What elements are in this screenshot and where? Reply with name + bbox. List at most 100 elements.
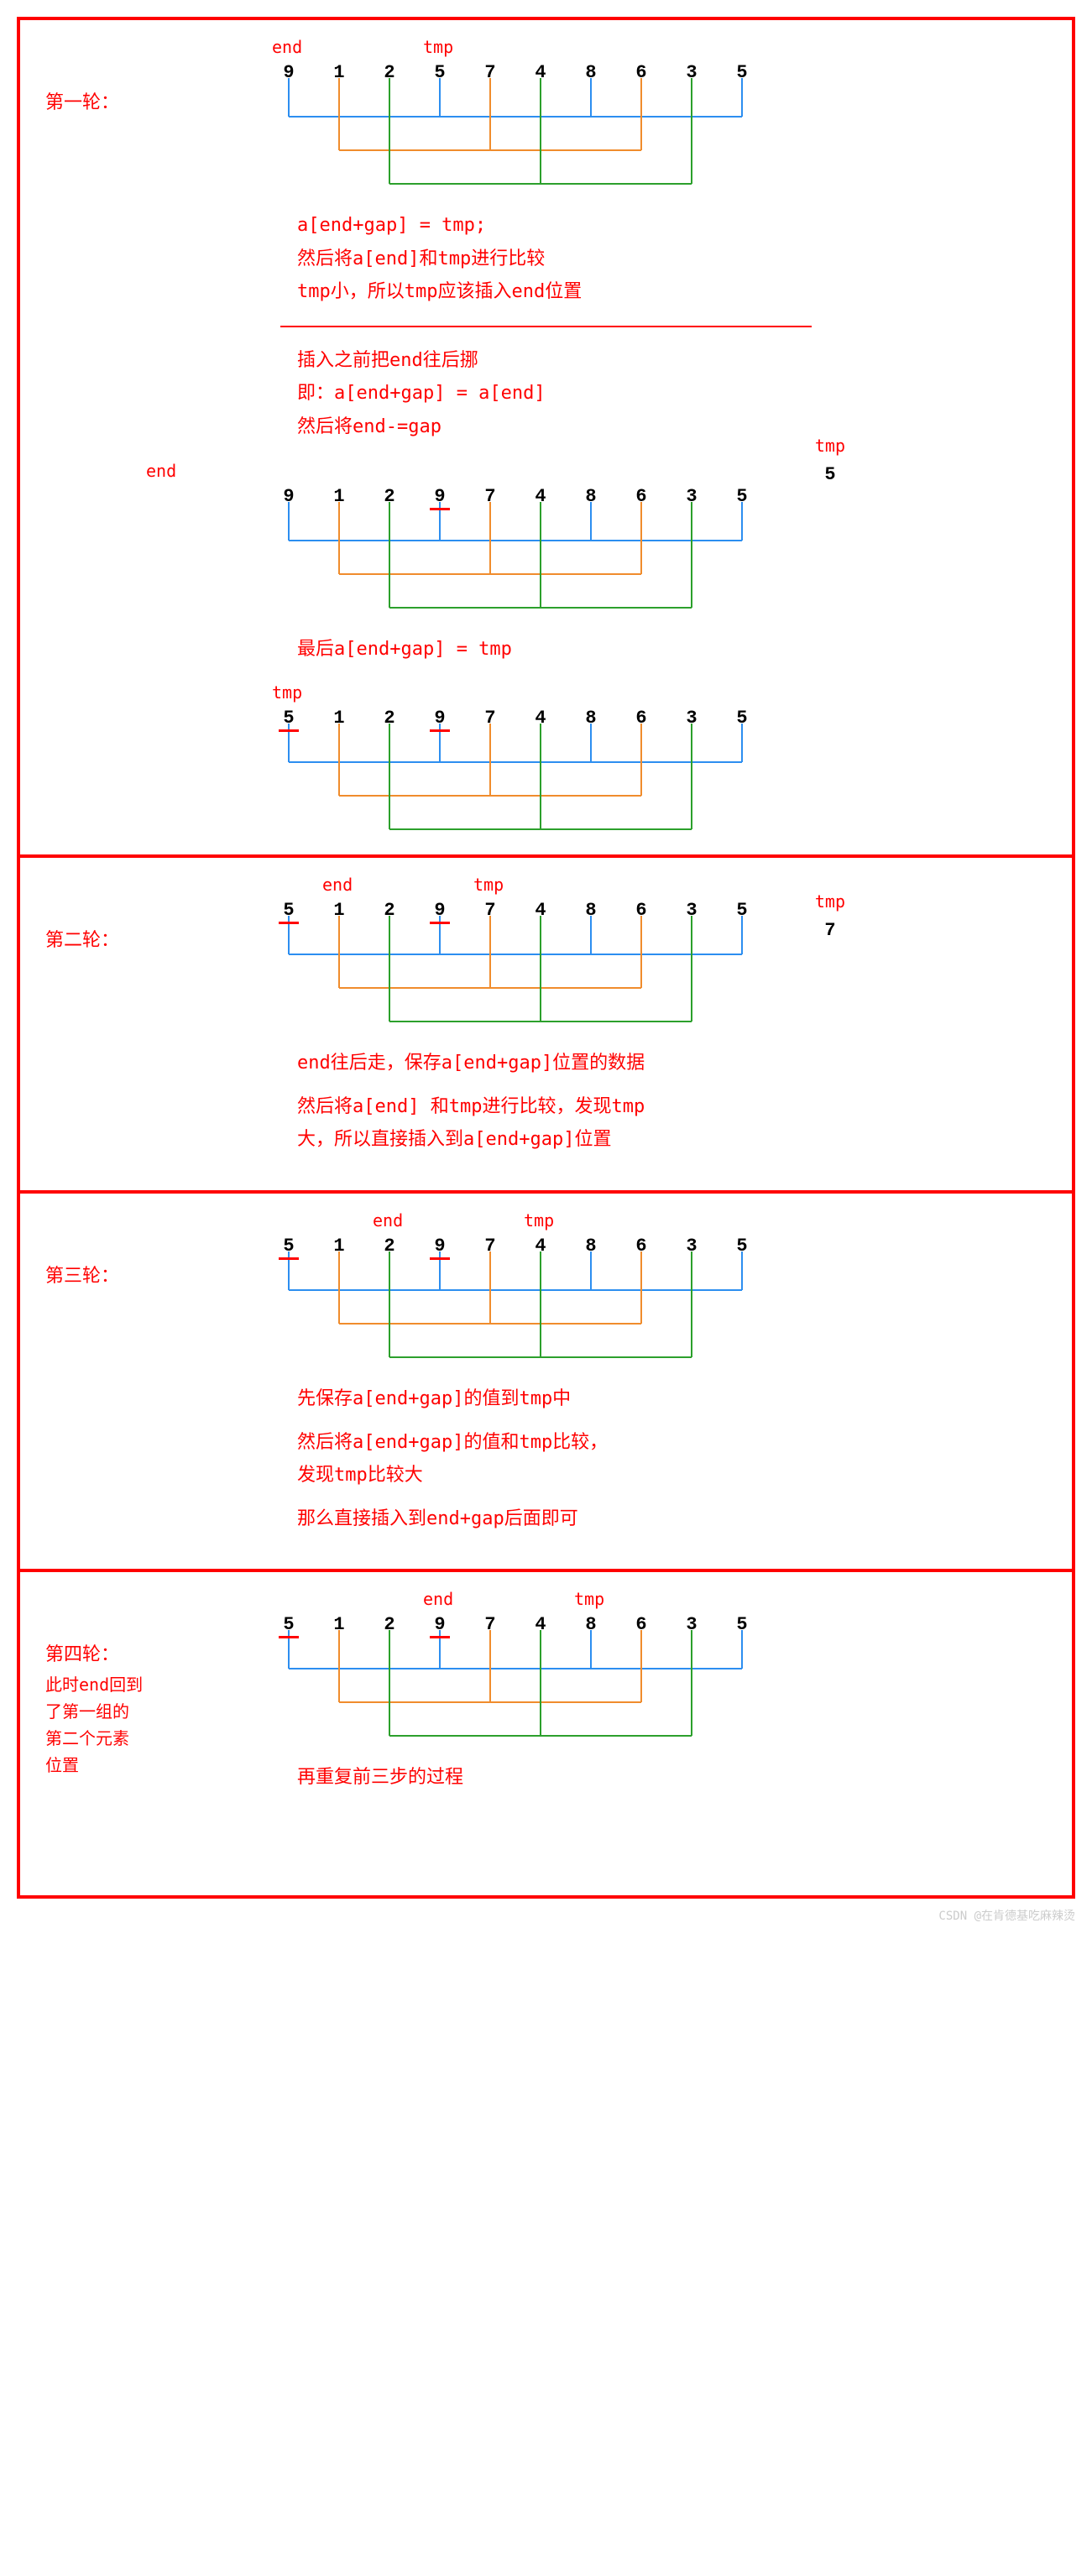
explain-text: 最后a[end+gap] = tmp [297,633,1047,666]
array-block: endtmp5129748635 [264,875,1047,1030]
array-cell-9: 5 [717,1236,767,1257]
array-block: endtmp5129748635 [264,1589,1047,1744]
array-row: 9125748635 [264,62,1047,83]
array-cell-0: 5 [264,900,314,921]
array-cell-4: 7 [465,708,515,729]
array-cell-6: 8 [566,900,616,921]
array-cell-3: 9 [415,1236,465,1257]
array-cell-7: 6 [616,900,666,921]
array-cell-2: 2 [364,62,415,83]
pointer-label-end: end [146,461,176,481]
pointer-label-tmp: tmp [423,37,453,57]
group-brackets [264,1257,767,1366]
pointer-label-tmp: tmp [473,875,504,895]
array-cell-7: 6 [616,486,666,507]
array-cell-8: 3 [666,1614,717,1635]
pointer-row: end tmp [264,1589,1047,1614]
group-brackets [264,729,767,838]
array-block: end9129748635 [264,461,1047,616]
array-cell-3: 9 [415,708,465,729]
array-cell-5: 4 [515,486,566,507]
pointer-label-tmp: tmp [574,1589,604,1609]
array-cell-9: 5 [717,1614,767,1635]
array-cell-5: 4 [515,708,566,729]
pointer-label-tmp: tmp [524,1210,554,1231]
array-cell-1: 1 [314,1236,364,1257]
array-cell-6: 8 [566,1614,616,1635]
array-cell-1: 1 [314,1614,364,1635]
array-cell-0: 9 [264,62,314,83]
panel-round4: 第四轮：此时end回到了第一组的第二个元素位置endtmp5129748635再… [17,1572,1075,1899]
pointer-label-end: end [322,875,353,895]
explain-text: a[end+gap] = tmp;然后将a[end]和tmp进行比较tmp小，所… [297,209,1047,309]
watermark: CSDN @在肯德基吃麻辣烫 [17,1907,1075,1924]
array-cell-5: 4 [515,900,566,921]
pointer-label-end: end [272,37,302,57]
array-row: 5129748635 [264,708,1047,729]
array-block: tmp5129748635 [264,682,1047,838]
array-cell-5: 4 [515,1614,566,1635]
array-cell-8: 3 [666,486,717,507]
array-cell-0: 5 [264,1236,314,1257]
array-cell-2: 2 [364,486,415,507]
array-cell-5: 4 [515,62,566,83]
panel-round2: 第二轮：tmp7endtmp5129748635end往后走，保存a[end+g… [17,858,1075,1194]
round-label: 第一轮： [45,87,119,114]
group-brackets [264,1635,767,1744]
pointer-label-end: end [373,1210,403,1231]
spacer [45,1811,1047,1878]
array-cell-2: 2 [364,1236,415,1257]
array-cell-6: 8 [566,62,616,83]
array-block: endtmp9125748635 [264,37,1047,192]
array-cell-0: 5 [264,1614,314,1635]
group-brackets [264,507,767,616]
array-row: 9129748635 [264,486,1047,507]
array-row: 5129748635 [264,900,1047,921]
pointer-label-end: end [423,1589,453,1609]
array-cell-0: 9 [264,486,314,507]
array-cell-9: 5 [717,708,767,729]
array-cell-8: 3 [666,62,717,83]
array-cell-3: 9 [415,900,465,921]
pointer-row: end tmp [264,875,1047,900]
round-label: 第三轮： [45,1261,119,1288]
array-cell-2: 2 [364,708,415,729]
explain-text: 先保存a[end+gap]的值到tmp中然后将a[end+gap]的值和tmp比… [297,1382,1047,1535]
divider [280,326,812,327]
array-cell-3: 9 [415,486,465,507]
array-cell-7: 6 [616,1236,666,1257]
array-cell-1: 1 [314,900,364,921]
array-cell-7: 6 [616,62,666,83]
panel-round3: 第三轮：endtmp5129748635先保存a[end+gap]的值到tmp中… [17,1194,1075,1572]
array-cell-2: 2 [364,1614,415,1635]
array-cell-8: 3 [666,1236,717,1257]
panel-round1: 第一轮：endtmp9125748635a[end+gap] = tmp;然后将… [17,17,1075,858]
array-cell-4: 7 [465,62,515,83]
array-cell-3: 5 [415,62,465,83]
array-cell-7: 6 [616,708,666,729]
group-brackets [264,921,767,1030]
explain-text: 再重复前三步的过程 [297,1761,1047,1795]
array-cell-9: 5 [717,900,767,921]
array-cell-4: 7 [465,1614,515,1635]
array-cell-1: 1 [314,62,364,83]
pointer-row: end tmp [264,37,1047,62]
array-cell-3: 9 [415,1614,465,1635]
array-cell-8: 3 [666,900,717,921]
array-cell-6: 8 [566,1236,616,1257]
explain-text: end往后走，保存a[end+gap]位置的数据然后将a[end] 和tmp进行… [297,1047,1047,1157]
pointer-row: end [264,461,1047,486]
array-cell-8: 3 [666,708,717,729]
array-cell-9: 5 [717,62,767,83]
array-row: 5129748635 [264,1236,1047,1257]
array-cell-4: 7 [465,900,515,921]
array-cell-5: 4 [515,1236,566,1257]
array-cell-1: 1 [314,708,364,729]
array-cell-9: 5 [717,486,767,507]
array-cell-2: 2 [364,900,415,921]
explain-text: 插入之前把end往后挪 即：a[end+gap] = a[end]然后将end-… [297,344,1047,444]
array-cell-6: 8 [566,708,616,729]
array-block: endtmp5129748635 [264,1210,1047,1366]
array-cell-4: 7 [465,1236,515,1257]
group-brackets [264,83,767,192]
